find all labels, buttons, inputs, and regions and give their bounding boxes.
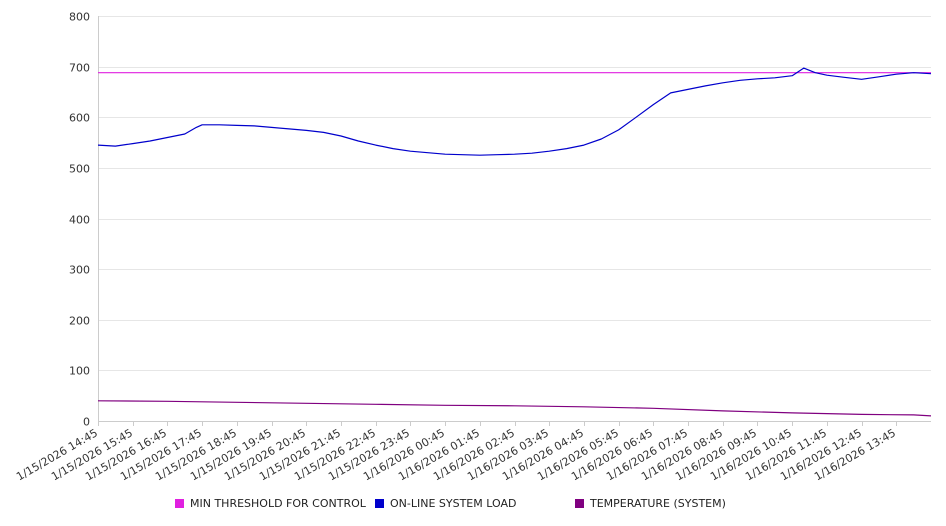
y-tick-label: 600 <box>69 112 90 125</box>
series-line-temperature <box>97 400 932 417</box>
y-tick-label: 200 <box>69 315 90 328</box>
y-axis-tick-labels: 0 100 200 300 400 500 600 700 800 <box>69 11 90 429</box>
legend-item-min-threshold[interactable]: MIN THRESHOLD FOR CONTROL <box>175 497 366 510</box>
legend-item-temperature[interactable]: TEMPERATURE (SYSTEM) <box>575 497 726 510</box>
y-tick-label: 700 <box>69 62 90 75</box>
legend-label-min-threshold: MIN THRESHOLD FOR CONTROL <box>190 497 366 510</box>
grid-lines <box>98 16 931 371</box>
legend-label-temperature: TEMPERATURE (SYSTEM) <box>590 497 726 510</box>
legend: MIN THRESHOLD FOR CONTROL ON-LINE SYSTEM… <box>0 497 946 515</box>
series-line-system-load <box>97 67 932 156</box>
y-tick-label: 500 <box>69 163 90 176</box>
axes <box>98 16 931 426</box>
line-chart: 0 100 200 300 400 500 600 700 800 1/15/2026 14:4… <box>14 11 932 483</box>
legend-item-system-load[interactable]: ON-LINE SYSTEM LOAD <box>375 497 516 510</box>
x-axis-tick-labels: 1/15/2026 14:451/15/2026 15:451/15/2026 … <box>14 426 898 483</box>
series-lines <box>97 67 932 417</box>
y-tick-label: 300 <box>69 264 90 277</box>
legend-swatch-system-load <box>375 499 384 508</box>
y-tick-label: 400 <box>69 214 90 227</box>
y-tick-label: 100 <box>69 365 90 378</box>
legend-swatch-temperature <box>575 499 584 508</box>
y-tick-label: 0 <box>83 416 90 429</box>
legend-swatch-min-threshold <box>175 499 184 508</box>
legend-label-system-load: ON-LINE SYSTEM LOAD <box>390 497 517 510</box>
y-tick-label: 800 <box>69 11 90 24</box>
